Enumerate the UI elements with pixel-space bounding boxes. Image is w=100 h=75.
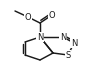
Text: N: N: [60, 32, 66, 41]
Text: S: S: [65, 50, 71, 59]
Text: N: N: [71, 38, 77, 47]
Text: O: O: [49, 11, 55, 20]
Text: O: O: [25, 13, 31, 22]
Text: N: N: [37, 32, 43, 41]
